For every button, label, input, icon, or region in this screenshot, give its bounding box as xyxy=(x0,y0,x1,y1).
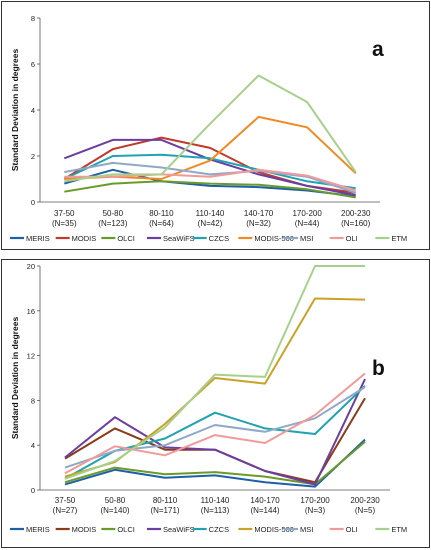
legend-label: MODIS xyxy=(72,234,97,243)
legend-label: OLCI xyxy=(117,525,135,534)
x-tick-label: 170-200 (N=3) xyxy=(300,496,330,515)
y-tick-label: 6 xyxy=(31,60,35,69)
panel-label: b xyxy=(372,357,385,380)
x-tick-label: 140-170 (N=32) xyxy=(244,209,274,228)
legend-label: OLI xyxy=(346,234,358,243)
panel-a-frame xyxy=(1,1,430,250)
legend-label: MERIS xyxy=(26,234,50,243)
y-tick-label: 0 xyxy=(31,486,35,495)
panel-b-frame xyxy=(1,259,430,548)
y-tick-label: 12 xyxy=(27,352,35,361)
series-line-msi xyxy=(64,386,366,469)
legend-label: CZCS xyxy=(209,234,229,243)
legend-label: ETM xyxy=(391,525,407,534)
legend-label: MERIS xyxy=(26,525,50,534)
x-tick-label: 50-80 (N=123) xyxy=(98,209,127,228)
legend-label: ETM xyxy=(391,234,407,243)
legend-label: OLI xyxy=(346,525,358,534)
x-tick-label: 110-140 (N=113) xyxy=(201,496,230,515)
x-tick-label: 37-50 (N=27) xyxy=(53,496,78,515)
chart-panel-a: 0 2 4 6 8 Standard Deviation in degrees 37-50(… xyxy=(10,14,407,243)
y-tick-label: 0 xyxy=(31,198,35,207)
x-tick-label: 200-230 (N=5) xyxy=(350,496,380,515)
legend-label: MODIS-500 xyxy=(254,525,294,534)
series-line-etm xyxy=(64,265,365,480)
x-tick-label: 50-80 (N=140) xyxy=(100,496,129,515)
series-line-seawifs xyxy=(64,378,366,486)
legend-label: OLCI xyxy=(117,234,135,243)
x-tick-label: 37-50 (N=35) xyxy=(52,209,77,228)
legend-label: MODIS xyxy=(72,525,97,534)
y-tick-label: 2 xyxy=(31,152,35,161)
legend-label: CZCS xyxy=(209,525,229,534)
y-axis-label: Standard Deviation in degrees xyxy=(10,317,20,440)
series-line-meris xyxy=(64,168,356,198)
series-line-meris xyxy=(64,438,366,488)
y-tick-label: 8 xyxy=(31,14,35,23)
series-line-modis-500 xyxy=(64,297,366,478)
series-line-czcs xyxy=(63,153,356,190)
series-line-olci xyxy=(64,180,356,199)
y-tick-label: 16 xyxy=(27,307,35,316)
series-line-msi xyxy=(64,161,357,194)
x-tick-label: 110-140 (N=42) xyxy=(196,209,225,228)
y-tick-label: 20 xyxy=(27,262,35,271)
x-tick-label: 140-170 (N=144) xyxy=(250,496,280,515)
legend-label: MSI xyxy=(300,234,313,243)
x-tick-label: 170-200 (N=44) xyxy=(292,209,322,228)
legend-label: MODIS-500 xyxy=(254,234,294,243)
series-line-oli xyxy=(64,168,356,192)
panel-label: a xyxy=(372,38,384,61)
series-line-etm xyxy=(64,74,357,183)
y-tick-label: 4 xyxy=(31,441,35,450)
legend-label: MSI xyxy=(300,525,313,534)
y-axis-label: Standard Deviation in degrees xyxy=(10,49,20,172)
y-tick-label: 4 xyxy=(31,106,35,115)
y-tick-label: 8 xyxy=(31,396,35,405)
x-tick-label: 80-110 (N=64) xyxy=(149,209,174,228)
legend-label: SeaWiFS xyxy=(163,234,195,243)
x-tick-label: 80-110 (N=171) xyxy=(150,496,179,515)
x-tick-label: 200-230 (N=160) xyxy=(341,209,371,228)
series-line-oli xyxy=(64,372,366,475)
chart-panel-b: 0 4 8 12 16 20 Standard Deviation in degrees 37… xyxy=(10,262,407,534)
legend-label: SeaWiFS xyxy=(163,525,195,534)
